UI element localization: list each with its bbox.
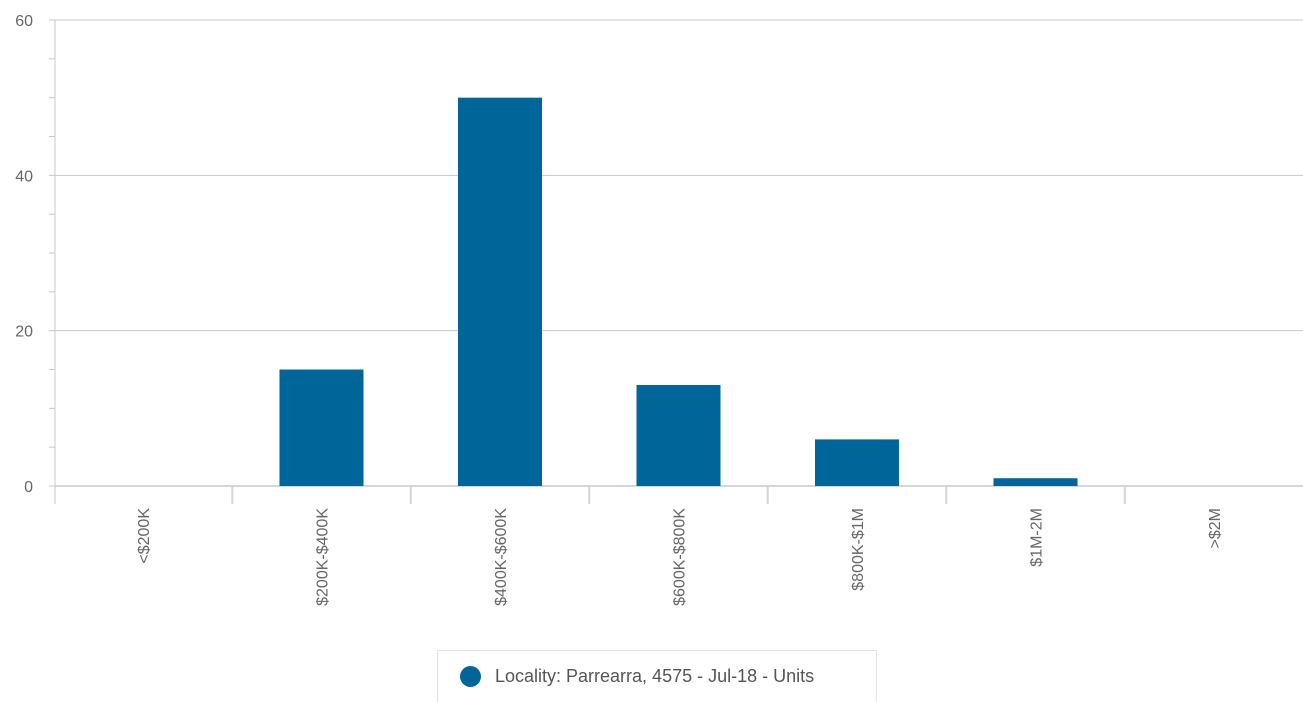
y-tick-label: 60 xyxy=(15,13,33,30)
y-tick-label: 20 xyxy=(15,324,33,341)
x-tick-label: $800K-$1M xyxy=(850,508,867,591)
x-tick-label: $400K-$600K xyxy=(493,508,510,606)
x-tick-label: $200K-$400K xyxy=(315,508,332,606)
x-tick-label: $1M-2M xyxy=(1029,508,1046,567)
bar[interactable] xyxy=(815,439,899,486)
bar[interactable] xyxy=(993,478,1078,486)
legend-marker-icon xyxy=(460,666,481,687)
gridlines xyxy=(55,19,1303,332)
bar[interactable] xyxy=(279,369,364,487)
bars xyxy=(279,97,1078,487)
x-axis-labels: <$200K $200K-$400K $400K-$600K $600K-$800K $… xyxy=(136,508,1224,606)
y-axis: 0 20 40 60 xyxy=(15,13,56,504)
legend: Locality: Parrearra, 4575 - Jul-18 - Uni… xyxy=(437,650,877,702)
x-tick-label: >$2M xyxy=(1207,508,1224,548)
bar[interactable] xyxy=(636,385,721,486)
x-axis xyxy=(55,485,1303,504)
bar[interactable] xyxy=(458,97,542,487)
y-tick-label: 40 xyxy=(15,168,33,185)
x-tick-label: $600K-$800K xyxy=(672,508,689,606)
legend-label[interactable]: Locality: Parrearra, 4575 - Jul-18 - Uni… xyxy=(495,666,815,686)
x-tick-label: <$200K xyxy=(136,508,153,564)
y-tick-label: 0 xyxy=(24,479,33,496)
